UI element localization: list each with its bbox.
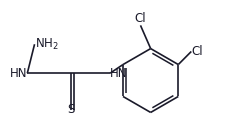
Text: Cl: Cl (191, 45, 203, 58)
Text: HN: HN (110, 67, 127, 80)
Text: S: S (67, 103, 75, 116)
Text: Cl: Cl (135, 12, 146, 25)
Text: HN: HN (10, 67, 27, 80)
Text: NH$_2$: NH$_2$ (34, 37, 58, 52)
